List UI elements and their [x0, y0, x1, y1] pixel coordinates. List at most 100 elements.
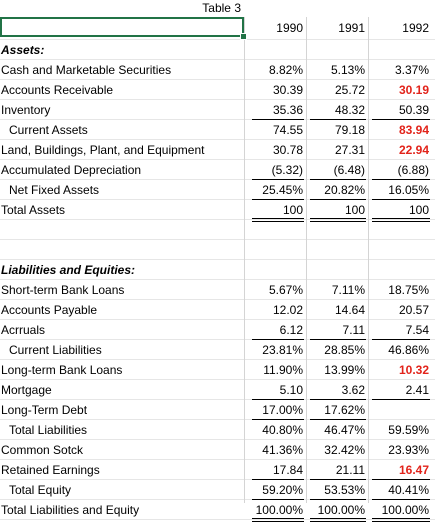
value-cell-1992[interactable]	[368, 220, 432, 240]
value-cell-1991[interactable]: 3.62	[341, 383, 365, 397]
row-label[interactable]: Cash and Marketable Securities	[1, 63, 172, 77]
value-cell-1990[interactable]	[244, 220, 306, 240]
value-cell-1990[interactable]: 100.00%	[255, 503, 303, 517]
row-label[interactable]: Common Sotck	[1, 443, 84, 457]
value-cell-1990[interactable]: (5.32)	[271, 163, 303, 177]
row-label[interactable]: Retained Earnings	[1, 463, 100, 477]
value-cell-1991[interactable]: 48.32	[334, 103, 365, 117]
row-label[interactable]: Liabilities and Equities:	[1, 263, 136, 277]
value-cell-1992[interactable]: 18.75%	[388, 283, 429, 297]
value-cell-1991[interactable]	[306, 260, 368, 280]
value-cell-1992[interactable]: 30.19	[398, 83, 429, 97]
row-label[interactable]: Long-Term Debt	[1, 403, 88, 417]
value-cell-1990[interactable]: 74.55	[272, 123, 303, 137]
row-label[interactable]: Total Liabilities	[9, 423, 88, 437]
value-cell-1991[interactable]	[306, 240, 368, 260]
value-cell-1991[interactable]: 28.85%	[324, 343, 365, 357]
value-cell-1992[interactable]: 46.86%	[388, 343, 429, 357]
value-cell-1992[interactable]: 83.94	[398, 123, 429, 137]
value-cell-1992[interactable]: 20.57	[398, 303, 429, 317]
table-title[interactable]: Table 3	[202, 1, 241, 15]
value-cell-1991[interactable]: 25.72	[334, 83, 365, 97]
value-cell-1990[interactable]: 100	[282, 203, 303, 217]
value-cell-1990[interactable]: 5.67%	[268, 283, 303, 297]
value-cell-1992[interactable]: 100	[408, 203, 429, 217]
row-label[interactable]: Total Assets	[1, 203, 66, 217]
row-label[interactable]: Inventory	[1, 103, 51, 117]
row-label[interactable]: Long-term Bank Loans	[1, 363, 123, 377]
value-cell-1990[interactable]	[244, 260, 306, 280]
selected-cell[interactable]	[0, 17, 244, 37]
value-cell-1990[interactable]: 23.81%	[262, 343, 303, 357]
value-cell-1990[interactable]: 8.82%	[268, 63, 303, 77]
row-label[interactable]: Accounts Receivable	[1, 83, 114, 97]
value-cell-1992[interactable]: 59.59%	[388, 423, 429, 437]
row-label[interactable]: Assets:	[1, 43, 45, 57]
value-cell-1991[interactable]: (6.48)	[333, 163, 365, 177]
value-cell-1991[interactable]: 53.53%	[324, 483, 365, 497]
value-cell-1990[interactable]: 25.45%	[262, 183, 303, 197]
fill-handle[interactable]	[240, 33, 247, 40]
value-cell-1990[interactable]	[244, 40, 306, 60]
value-cell-1990[interactable]	[244, 240, 306, 260]
value-cell-1991[interactable]: 100	[344, 203, 365, 217]
value-cell-1990[interactable]: 17.00%	[262, 403, 303, 417]
row-label[interactable]: Current Assets	[9, 123, 88, 137]
row-label[interactable]: Total Equity	[9, 483, 72, 497]
value-cell-1990[interactable]: 12.02	[272, 303, 303, 317]
year-header-1991[interactable]: 1991	[338, 21, 365, 35]
value-cell-1990[interactable]: 35.36	[272, 103, 303, 117]
value-cell-1992[interactable]: (6.88)	[397, 163, 429, 177]
value-cell-1992[interactable]: 7.54	[405, 323, 429, 337]
value-cell-1990[interactable]: 30.78	[272, 143, 303, 157]
value-cell-1992[interactable]	[368, 400, 432, 420]
value-cell-1991[interactable]: 14.64	[334, 303, 365, 317]
value-cell-1990[interactable]: 59.20%	[262, 483, 303, 497]
value-cell-1992[interactable]: 22.94	[398, 143, 429, 157]
value-cell-1990[interactable]: 6.12	[279, 323, 303, 337]
value-cell-1992[interactable]: 100.00%	[381, 503, 429, 517]
value-cell-1992[interactable]	[368, 260, 432, 280]
year-header-1990[interactable]: 1990	[276, 21, 303, 35]
value-cell-1991[interactable]	[306, 40, 368, 60]
value-cell-1991[interactable]: 46.47%	[324, 423, 365, 437]
row-label[interactable]: Accounts Payable	[1, 303, 98, 317]
value-cell-1992[interactable]: 10.32	[398, 363, 429, 377]
value-cell-1991[interactable]: 32.42%	[324, 443, 365, 457]
row-label[interactable]: Accumulated Depreciation	[1, 163, 142, 177]
value-cell-1990[interactable]: 5.10	[279, 383, 303, 397]
value-cell-1991[interactable]: 21.11	[335, 463, 365, 477]
value-cell-1990[interactable]: 30.39	[272, 83, 303, 97]
year-header-1992[interactable]: 1992	[402, 21, 429, 35]
value-cell-1991[interactable]: 27.31	[334, 143, 365, 157]
value-cell-1990[interactable]: 11.90%	[263, 363, 303, 377]
value-cell-1991[interactable]: 100.00%	[317, 503, 365, 517]
value-cell-1991[interactable]: 5.13%	[330, 63, 365, 77]
value-cell-1990[interactable]: 17.84	[272, 463, 303, 477]
value-cell-1992[interactable]: 3.37%	[394, 63, 429, 77]
row-label[interactable]: Short-term Bank Loans	[1, 283, 125, 297]
value-cell-1991[interactable]: 13.99%	[324, 363, 365, 377]
value-cell-1991[interactable]: 17.62%	[324, 403, 365, 417]
value-cell-1992[interactable]: 23.93%	[388, 443, 429, 457]
value-cell-1991[interactable]: 7.11%	[331, 283, 365, 297]
value-cell-1992[interactable]	[368, 40, 432, 60]
value-cell-1992[interactable]	[368, 240, 432, 260]
row-label[interactable]: Land, Buildings, Plant, and Equipment	[1, 143, 205, 157]
row-label[interactable]	[0, 220, 244, 240]
row-label[interactable]: Total Liabilities and Equity	[1, 503, 140, 517]
value-cell-1992[interactable]: 2.41	[405, 383, 429, 397]
value-cell-1992[interactable]: 16.47	[398, 463, 429, 477]
value-cell-1991[interactable]: 7.11	[342, 323, 365, 337]
row-label[interactable]	[0, 240, 244, 260]
value-cell-1991[interactable]: 20.82%	[324, 183, 365, 197]
value-cell-1991[interactable]	[306, 220, 368, 240]
row-label[interactable]: Mortgage	[1, 383, 52, 397]
value-cell-1992[interactable]: 50.39	[398, 103, 429, 117]
row-label[interactable]: Acrruals	[1, 323, 46, 337]
value-cell-1992[interactable]: 16.05%	[388, 183, 429, 197]
value-cell-1990[interactable]: 41.36%	[262, 443, 303, 457]
value-cell-1991[interactable]: 79.18	[334, 123, 365, 137]
row-label[interactable]: Net Fixed Assets	[9, 183, 100, 197]
value-cell-1992[interactable]: 40.41%	[388, 483, 429, 497]
